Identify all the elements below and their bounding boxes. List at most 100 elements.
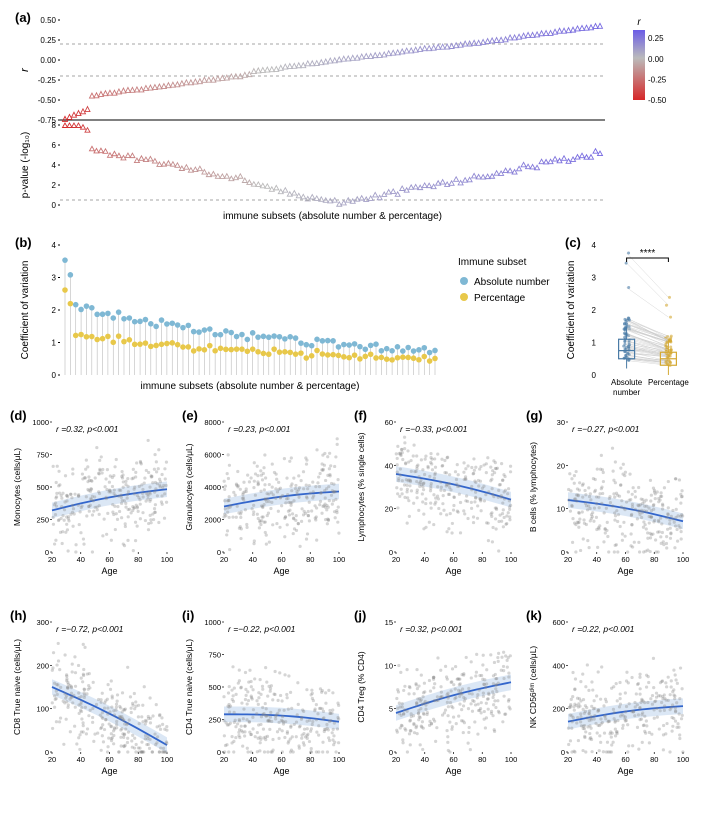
svg-text:400: 400 — [552, 661, 565, 670]
svg-text:(e): (e) — [182, 408, 198, 423]
svg-text:-0.25: -0.25 — [38, 76, 57, 85]
svg-text:Percentage: Percentage — [474, 293, 526, 304]
svg-text:20: 20 — [220, 555, 228, 564]
svg-text:750: 750 — [208, 651, 221, 660]
svg-text:(j): (j) — [354, 608, 366, 623]
svg-text:500: 500 — [208, 683, 221, 692]
svg-text:4: 4 — [52, 161, 57, 170]
svg-text:r =−0.72, p<0.001: r =−0.72, p<0.001 — [56, 624, 124, 634]
svg-text:0: 0 — [52, 201, 57, 210]
svg-text:20: 20 — [220, 755, 228, 764]
svg-text:Age: Age — [101, 566, 117, 576]
svg-text:60: 60 — [449, 755, 457, 764]
svg-text:20: 20 — [564, 755, 572, 764]
svg-text:0.50: 0.50 — [40, 16, 56, 25]
svg-text:(b): (b) — [15, 235, 32, 250]
svg-text:2: 2 — [52, 181, 57, 190]
svg-text:immune subsets (absolute numbe: immune subsets (absolute number & percen… — [140, 381, 359, 392]
svg-text:500: 500 — [36, 483, 49, 492]
svg-text:250: 250 — [208, 716, 221, 725]
svg-text:8: 8 — [52, 121, 57, 130]
svg-text:80: 80 — [306, 555, 314, 564]
svg-text:4000: 4000 — [204, 483, 221, 492]
svg-text:100: 100 — [677, 755, 690, 764]
svg-text:80: 80 — [478, 555, 486, 564]
svg-text:CD4 Treg (% CD4): CD4 Treg (% CD4) — [356, 651, 366, 722]
svg-text:Age: Age — [273, 766, 289, 776]
svg-text:80: 80 — [134, 555, 142, 564]
svg-text:Age: Age — [617, 566, 633, 576]
svg-text:100: 100 — [36, 705, 49, 714]
svg-text:Coefficient of variation: Coefficient of variation — [566, 261, 577, 360]
svg-text:20: 20 — [392, 555, 400, 564]
svg-text:Absolute: Absolute — [611, 378, 643, 387]
svg-text:-0.25: -0.25 — [648, 75, 667, 84]
svg-text:0.25: 0.25 — [648, 34, 664, 43]
svg-text:0.00: 0.00 — [40, 56, 56, 65]
svg-text:-0.50: -0.50 — [648, 96, 667, 105]
svg-text:60: 60 — [621, 755, 629, 764]
svg-text:0: 0 — [592, 371, 597, 380]
svg-text:10: 10 — [557, 505, 565, 514]
svg-text:(a): (a) — [15, 10, 31, 25]
svg-text:80: 80 — [306, 755, 314, 764]
svg-text:r =0.32, p<0.001: r =0.32, p<0.001 — [56, 424, 119, 434]
svg-text:30: 30 — [557, 418, 565, 427]
svg-text:60: 60 — [277, 555, 285, 564]
svg-text:100: 100 — [333, 755, 346, 764]
svg-text:60: 60 — [449, 555, 457, 564]
svg-text:Lymphocytes (% single cells): Lymphocytes (% single cells) — [356, 432, 366, 541]
svg-text:(k): (k) — [526, 608, 542, 623]
svg-text:2: 2 — [592, 306, 597, 315]
svg-text:Age: Age — [445, 566, 461, 576]
svg-text:80: 80 — [650, 555, 658, 564]
svg-text:Age: Age — [445, 766, 461, 776]
svg-text:Absolute number: Absolute number — [474, 277, 550, 288]
svg-text:immune subsets (absolute numbe: immune subsets (absolute number & percen… — [223, 211, 442, 222]
svg-text:100: 100 — [161, 555, 174, 564]
svg-text:100: 100 — [677, 555, 690, 564]
svg-text:CD4 True naive (cells/μL): CD4 True naive (cells/μL) — [184, 639, 194, 735]
svg-text:15: 15 — [385, 618, 393, 627]
svg-text:1000: 1000 — [204, 618, 221, 627]
svg-text:60: 60 — [621, 555, 629, 564]
svg-text:40: 40 — [421, 755, 429, 764]
svg-text:5: 5 — [389, 705, 393, 714]
svg-text:40: 40 — [77, 755, 85, 764]
svg-text:Age: Age — [273, 566, 289, 576]
svg-text:80: 80 — [134, 755, 142, 764]
svg-text:number: number — [613, 388, 640, 397]
svg-text:****: **** — [640, 248, 656, 259]
svg-text:(c): (c) — [565, 235, 581, 250]
svg-text:20: 20 — [48, 555, 56, 564]
svg-text:0: 0 — [52, 371, 57, 380]
svg-text:Monocytes (cells/μL): Monocytes (cells/μL) — [12, 448, 22, 526]
figure-svg: (a)-0.75-0.50-0.250.000.250.50r02468p-va… — [10, 10, 699, 818]
svg-text:Immune subset: Immune subset — [458, 257, 527, 268]
svg-text:r: r — [19, 67, 31, 72]
svg-text:40: 40 — [421, 555, 429, 564]
svg-text:Granulocytes (cells/μL): Granulocytes (cells/μL) — [184, 443, 194, 530]
svg-text:40: 40 — [593, 555, 601, 564]
svg-text:(h): (h) — [10, 608, 27, 623]
svg-text:60: 60 — [277, 755, 285, 764]
svg-text:40: 40 — [249, 555, 257, 564]
svg-text:100: 100 — [505, 555, 518, 564]
svg-text:6000: 6000 — [204, 451, 221, 460]
svg-text:8000: 8000 — [204, 418, 221, 427]
svg-text:2000: 2000 — [204, 516, 221, 525]
svg-text:80: 80 — [478, 755, 486, 764]
svg-text:0.25: 0.25 — [40, 36, 56, 45]
svg-text:Age: Age — [617, 766, 633, 776]
svg-text:r =0.22, p<0.001: r =0.22, p<0.001 — [572, 624, 635, 634]
svg-text:20: 20 — [392, 755, 400, 764]
svg-text:750: 750 — [36, 451, 49, 460]
svg-text:40: 40 — [249, 755, 257, 764]
svg-text:4: 4 — [52, 241, 57, 250]
svg-text:r: r — [637, 17, 641, 28]
svg-text:20: 20 — [385, 505, 393, 514]
svg-text:60: 60 — [105, 755, 113, 764]
svg-text:4: 4 — [592, 241, 597, 250]
svg-text:r =−0.27, p<0.001: r =−0.27, p<0.001 — [572, 424, 640, 434]
svg-text:Age: Age — [101, 766, 117, 776]
